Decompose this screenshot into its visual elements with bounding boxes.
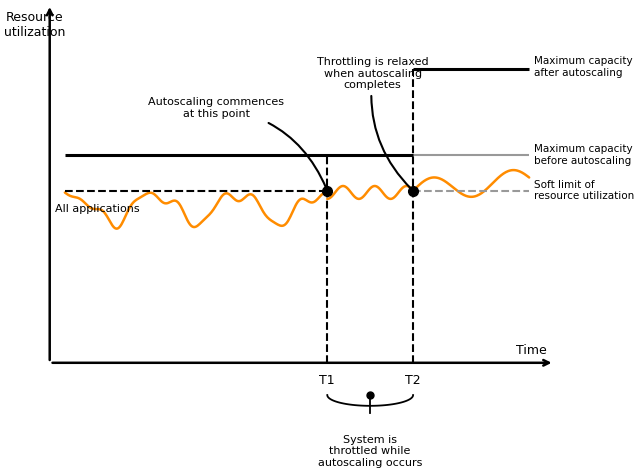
- Text: Maximum capacity
before autoscaling: Maximum capacity before autoscaling: [534, 144, 633, 166]
- Text: System is
throttled while
autoscaling occurs: System is throttled while autoscaling oc…: [318, 435, 422, 468]
- Text: Autoscaling commences
at this point: Autoscaling commences at this point: [148, 97, 326, 188]
- Text: Soft limit of
resource utilization: Soft limit of resource utilization: [534, 180, 635, 201]
- Text: Maximum capacity
after autoscaling: Maximum capacity after autoscaling: [534, 56, 633, 78]
- Text: Time: Time: [516, 344, 547, 358]
- Text: Resource
utilization: Resource utilization: [4, 11, 65, 39]
- Text: Throttling is relaxed
when autoscaling
completes: Throttling is relaxed when autoscaling c…: [317, 57, 429, 189]
- Text: All applications: All applications: [55, 204, 139, 214]
- Text: T1: T1: [320, 374, 335, 386]
- Text: T2: T2: [405, 374, 421, 386]
